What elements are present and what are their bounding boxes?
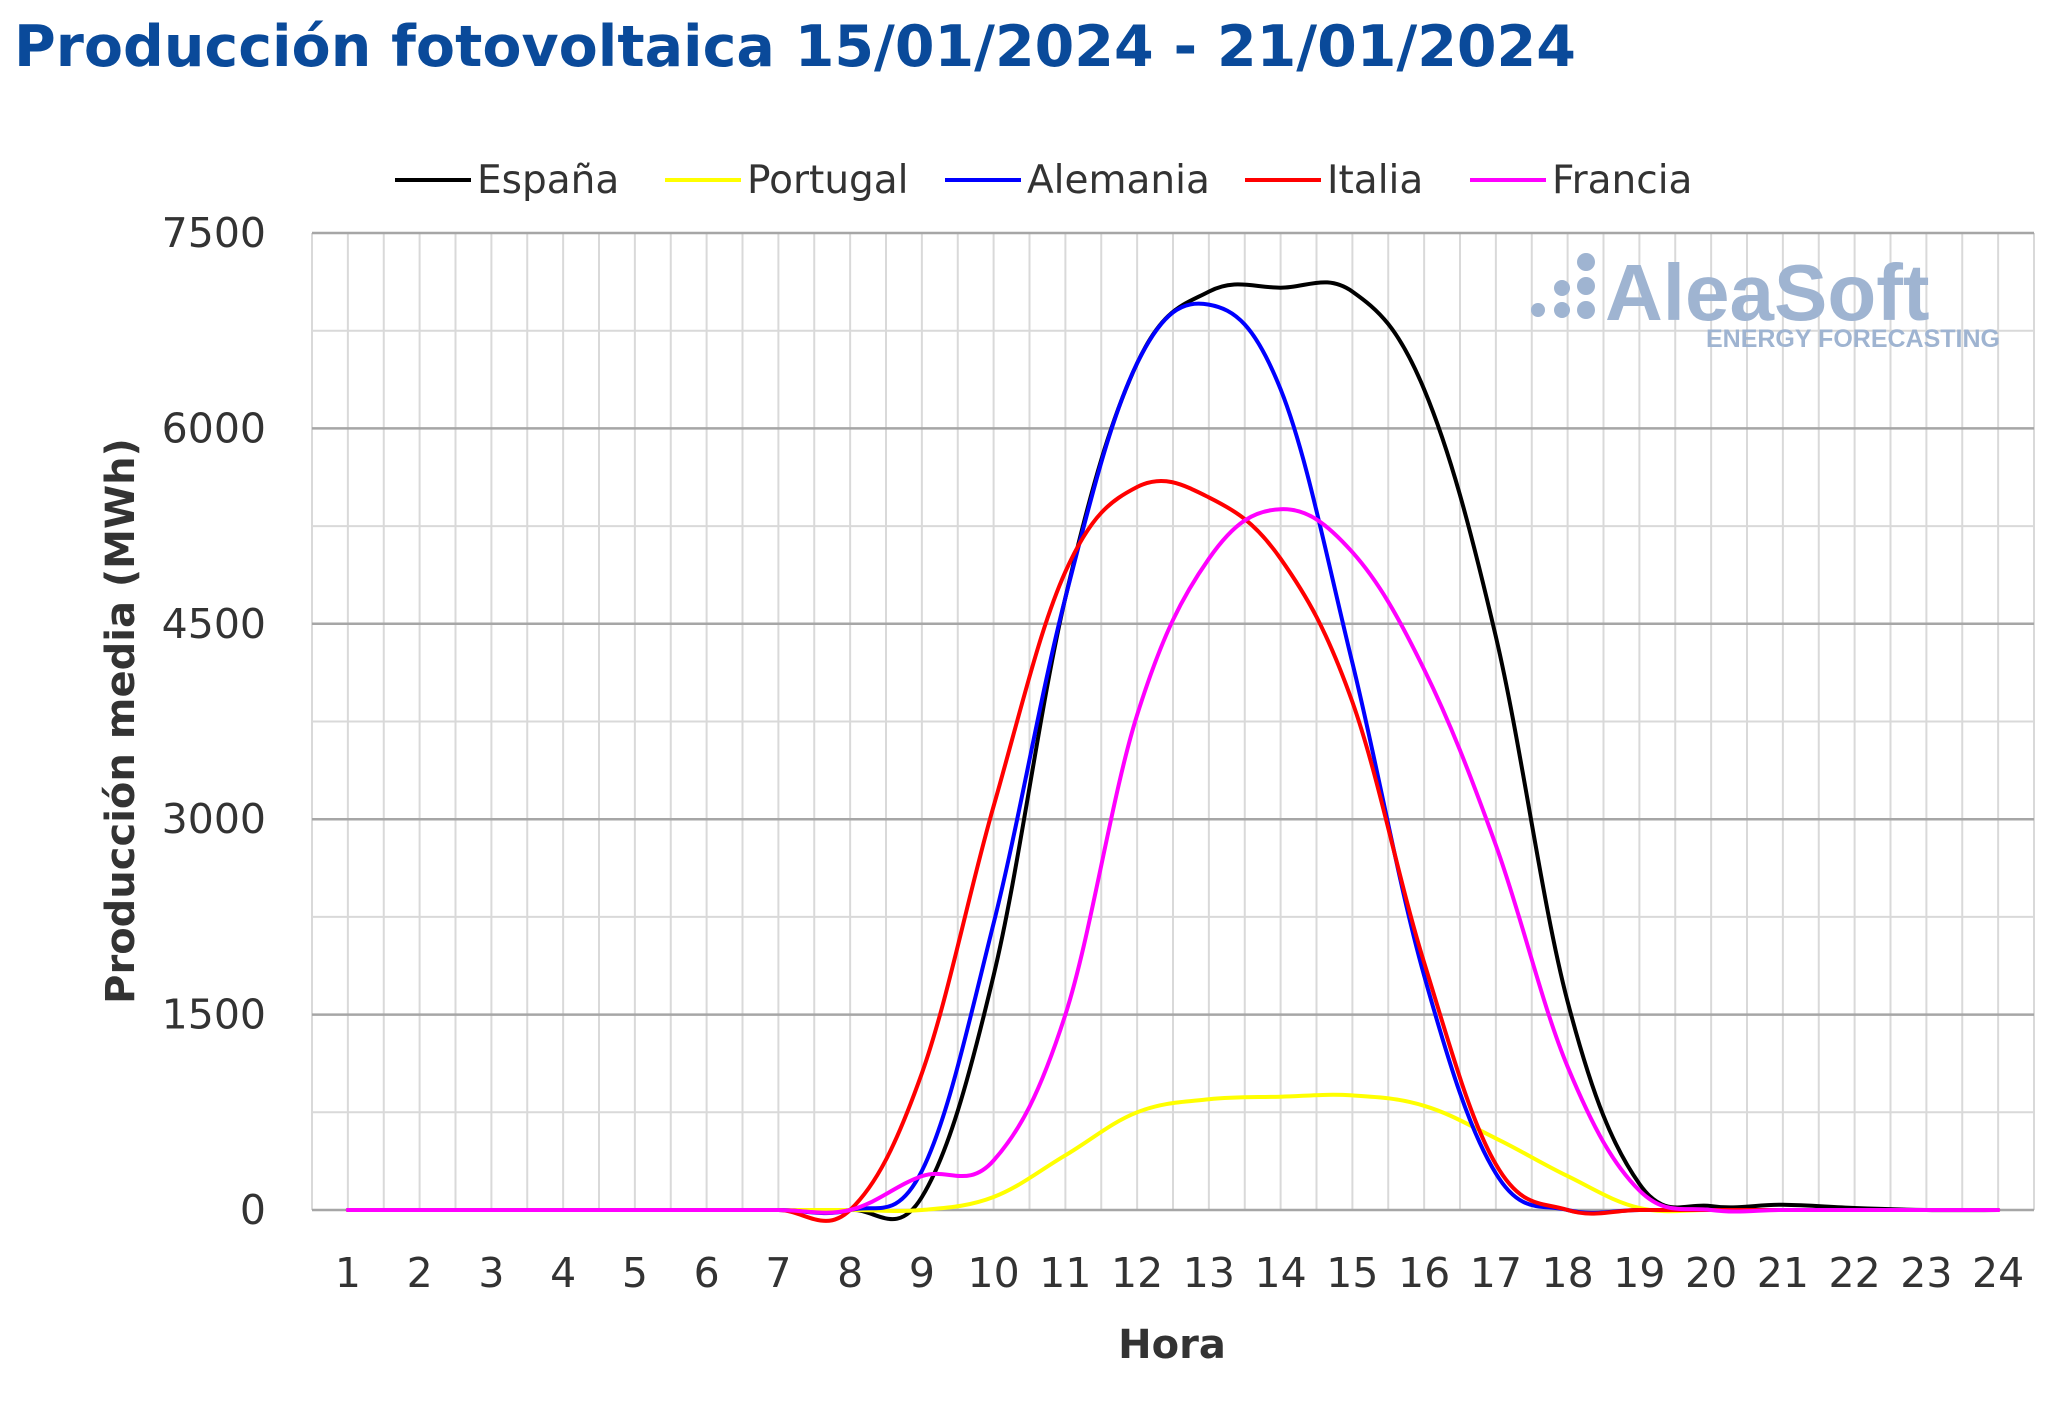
x-tick-label: 12: [1111, 1249, 1163, 1297]
x-tick-label: 18: [1542, 1249, 1594, 1297]
watermark-brand: AleaSoft: [1605, 248, 1930, 337]
x-tick-label: 21: [1757, 1249, 1809, 1297]
y-tick-label: 0: [240, 1186, 266, 1234]
x-tick-label: 15: [1326, 1249, 1378, 1297]
x-tick-label: 9: [909, 1249, 935, 1297]
y-tick-label: 1500: [162, 991, 266, 1039]
x-tick-label: 14: [1255, 1249, 1307, 1297]
series-layer: [345, 280, 2001, 1223]
x-tick-label: 4: [550, 1249, 576, 1297]
legend: España Portugal Alemania Italia Francia: [395, 158, 1692, 203]
x-tick-label: 8: [837, 1249, 863, 1297]
x-tick-label: 5: [622, 1249, 648, 1297]
x-tick-label: 23: [1900, 1249, 1952, 1297]
y-axis-ticks: 0 1500 3000 4500 6000 7500: [162, 209, 266, 1234]
x-tick-label: 17: [1470, 1249, 1522, 1297]
x-tick-label: 19: [1613, 1249, 1665, 1297]
legend-label: España: [477, 158, 619, 203]
x-tick-label: 20: [1685, 1249, 1737, 1297]
aleasoft-watermark: AleaSoft ENERGY FORECASTING: [1531, 248, 2000, 353]
y-tick-label: 4500: [162, 600, 266, 648]
y-tick-label: 7500: [162, 209, 266, 257]
x-tick-label: 13: [1183, 1249, 1235, 1297]
legend-label: Francia: [1552, 158, 1692, 203]
x-tick-label: 10: [968, 1249, 1020, 1297]
x-axis-ticks: 1 2 3 4 5 6 7 8 9 10 11 12 13 14 15 16 17 18 19 20 21 22 23 24: [335, 1249, 2024, 1297]
legend-label: Portugal: [747, 158, 909, 203]
x-tick-label: 7: [765, 1249, 791, 1297]
x-axis-title: Hora: [1118, 1322, 1226, 1368]
x-tick-label: 11: [1039, 1249, 1091, 1297]
aleasoft-logo-dots-icon: [1531, 253, 1595, 319]
chart-title: Producción fotovoltaica 15/01/2024 - 21/…: [14, 14, 1576, 80]
x-tick-label: 16: [1398, 1249, 1450, 1297]
watermark-tagline: ENERGY FORECASTING: [1706, 325, 2000, 353]
x-tick-label: 22: [1829, 1249, 1881, 1297]
y-tick-label: 6000: [162, 404, 266, 452]
x-tick-label: 6: [694, 1249, 720, 1297]
x-tick-label: 1: [335, 1249, 361, 1297]
y-tick-label: 3000: [162, 795, 266, 843]
legend-label: Italia: [1327, 158, 1423, 203]
legend-label: Alemania: [1027, 158, 1210, 203]
y-axis-title: Producción media (MWh): [98, 438, 144, 1004]
x-tick-label: 3: [478, 1249, 504, 1297]
series-line-4: [345, 507, 2001, 1215]
grid-layer: [311, 231, 2035, 1212]
x-tick-label: 2: [407, 1249, 433, 1297]
x-tick-label: 24: [1972, 1249, 2024, 1297]
